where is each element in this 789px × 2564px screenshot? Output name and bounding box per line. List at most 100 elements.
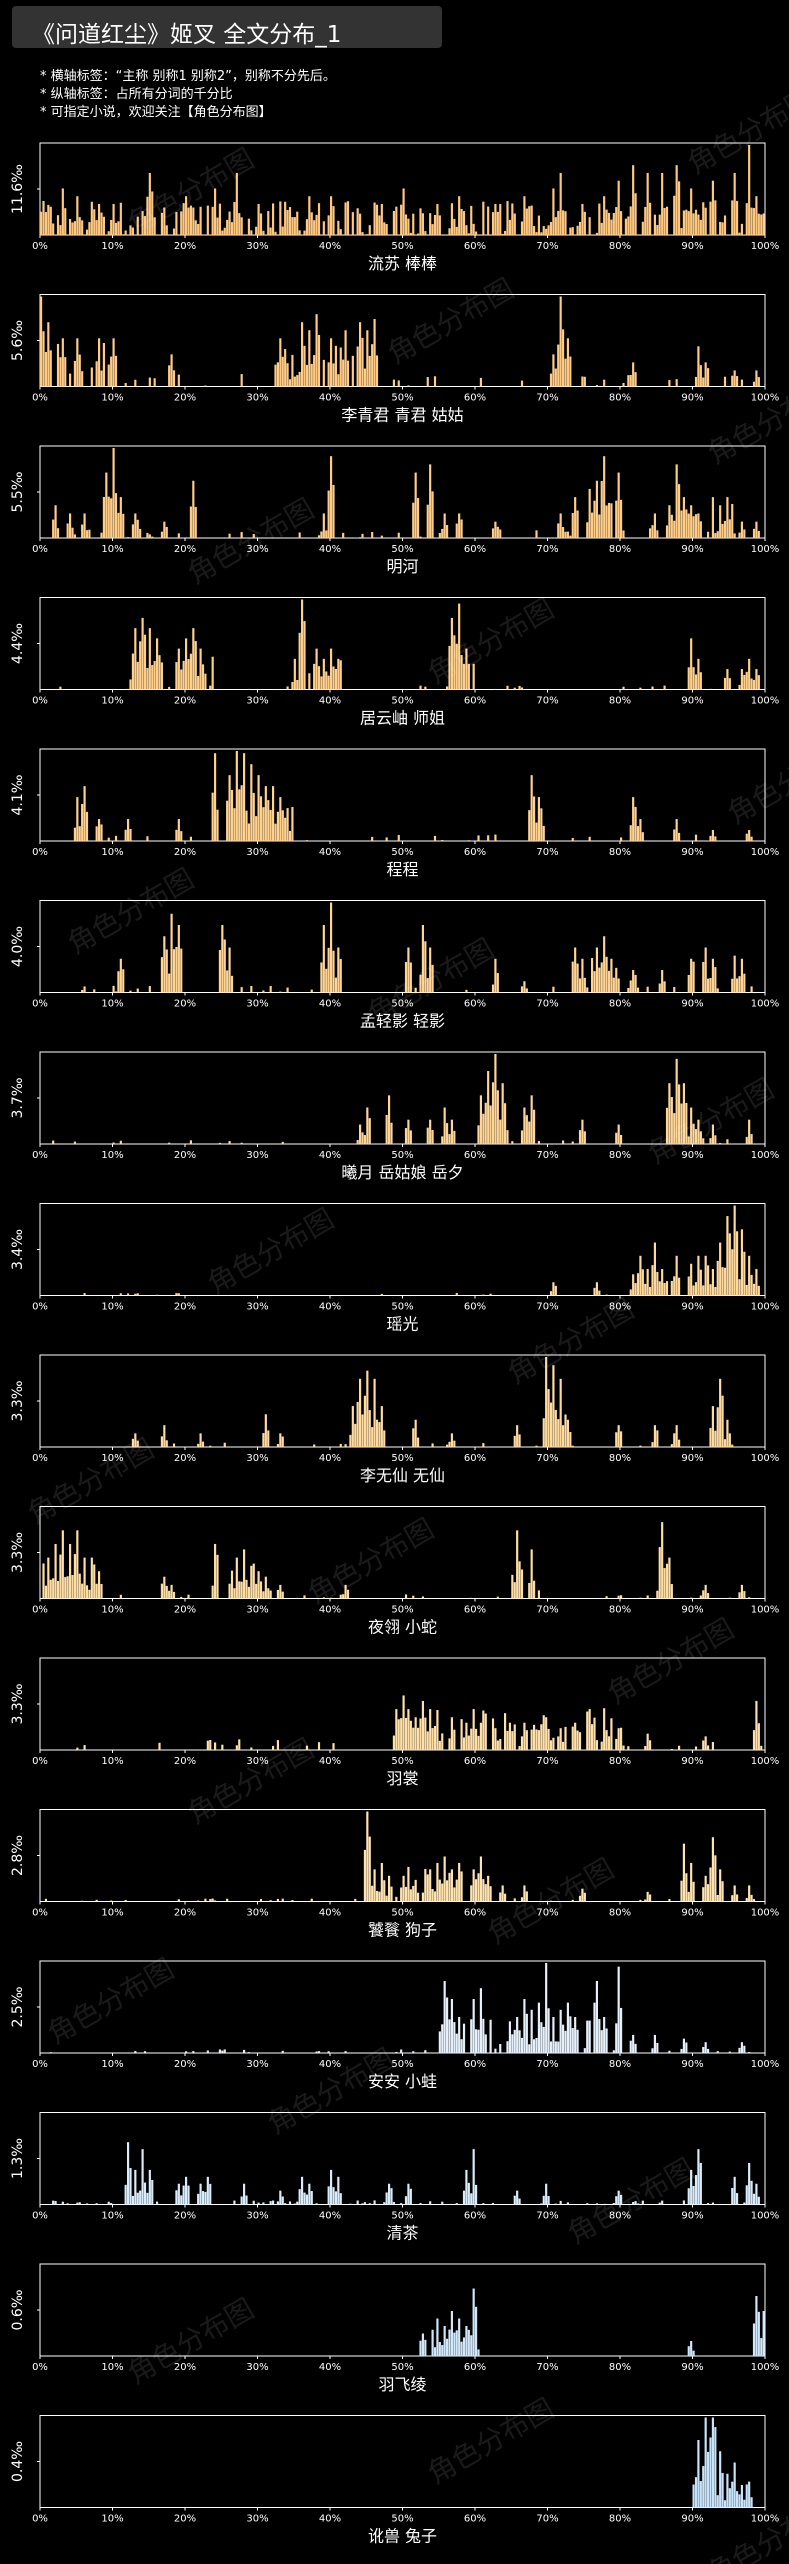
bar bbox=[615, 1738, 618, 1750]
bar bbox=[281, 2050, 284, 2053]
bar bbox=[243, 2183, 246, 2205]
bar bbox=[748, 1255, 751, 1296]
bar bbox=[752, 679, 756, 690]
bar bbox=[426, 1874, 429, 1902]
bar bbox=[697, 658, 700, 690]
bar bbox=[711, 830, 714, 841]
bar bbox=[368, 1836, 371, 1902]
bar bbox=[240, 374, 243, 387]
bar bbox=[658, 2202, 661, 2205]
bar bbox=[707, 978, 710, 993]
bar bbox=[699, 1131, 702, 1144]
bar bbox=[339, 1443, 342, 1447]
bar bbox=[542, 1715, 545, 1750]
bar bbox=[535, 530, 538, 538]
bar bbox=[44, 351, 47, 387]
bar bbox=[59, 1554, 62, 1599]
bar bbox=[646, 1891, 649, 1902]
bar bbox=[134, 628, 137, 690]
bar bbox=[214, 1543, 217, 1599]
bar bbox=[714, 200, 717, 235]
bar bbox=[177, 374, 180, 387]
bar bbox=[274, 231, 277, 235]
bar bbox=[721, 2472, 724, 2508]
bar bbox=[649, 528, 652, 538]
bar bbox=[591, 512, 594, 538]
bar bbox=[281, 356, 284, 387]
bar bbox=[160, 1436, 163, 1447]
bar bbox=[738, 232, 741, 235]
bar bbox=[496, 973, 499, 993]
x-tick-label: 50% bbox=[391, 393, 413, 404]
bar bbox=[535, 1445, 538, 1447]
bar bbox=[73, 827, 76, 841]
bar bbox=[576, 510, 579, 538]
bar bbox=[516, 2017, 519, 2053]
bar bbox=[726, 1139, 729, 1144]
bar bbox=[629, 206, 632, 235]
bar bbox=[182, 2185, 185, 2205]
bar bbox=[716, 1895, 719, 1902]
bar bbox=[429, 1709, 432, 1750]
bar bbox=[375, 1890, 379, 1902]
bar bbox=[636, 1273, 640, 1296]
bar bbox=[678, 832, 681, 841]
bar bbox=[69, 513, 72, 538]
bar bbox=[460, 208, 463, 235]
bar bbox=[627, 987, 630, 993]
bar bbox=[177, 925, 180, 993]
bar bbox=[127, 1293, 130, 1296]
bar bbox=[443, 2326, 446, 2356]
bar bbox=[69, 373, 72, 387]
bar bbox=[361, 1132, 364, 1144]
bar bbox=[262, 990, 265, 993]
x-tick-label: 10% bbox=[101, 2514, 123, 2525]
bar bbox=[156, 1294, 159, 1296]
bar bbox=[702, 202, 705, 235]
bar bbox=[404, 1717, 408, 1750]
bar bbox=[429, 947, 432, 993]
bar bbox=[194, 220, 197, 235]
bar bbox=[716, 2495, 719, 2508]
bar bbox=[235, 751, 238, 841]
x-tick-label: 90% bbox=[681, 2514, 703, 2525]
bar bbox=[332, 666, 335, 690]
bar bbox=[327, 215, 330, 235]
bar bbox=[102, 497, 105, 538]
bar bbox=[288, 2201, 292, 2205]
bar bbox=[545, 1717, 548, 1750]
bar bbox=[540, 808, 543, 841]
bar bbox=[516, 1425, 519, 1447]
bar bbox=[649, 202, 652, 235]
bar bbox=[634, 2043, 637, 2053]
bar bbox=[694, 2175, 698, 2205]
x-tick-label: 50% bbox=[391, 1605, 413, 1616]
bar bbox=[475, 231, 478, 235]
bar bbox=[702, 1138, 705, 1144]
bar bbox=[571, 1899, 574, 1902]
bar bbox=[359, 213, 362, 235]
bar bbox=[518, 1434, 521, 1447]
bar bbox=[726, 2473, 729, 2508]
bar bbox=[317, 1742, 321, 1750]
bar bbox=[102, 216, 105, 235]
bar bbox=[310, 363, 313, 387]
bar bbox=[513, 2029, 516, 2053]
bar bbox=[680, 1880, 683, 1902]
bar bbox=[482, 2018, 485, 2053]
bar bbox=[110, 2203, 113, 2205]
bar bbox=[740, 2485, 743, 2508]
bar bbox=[313, 1444, 316, 1447]
x-tick-label: 40% bbox=[319, 847, 341, 858]
y-axis-label: 4.4‰ bbox=[10, 623, 26, 664]
bar bbox=[49, 2052, 52, 2053]
bar bbox=[557, 210, 560, 235]
bar bbox=[750, 1894, 753, 1902]
bar bbox=[707, 368, 710, 387]
bar bbox=[320, 531, 323, 538]
bar bbox=[69, 1543, 72, 1599]
bar bbox=[322, 359, 325, 387]
bar bbox=[697, 1119, 700, 1144]
bar bbox=[627, 1746, 630, 1750]
bar bbox=[192, 207, 195, 235]
